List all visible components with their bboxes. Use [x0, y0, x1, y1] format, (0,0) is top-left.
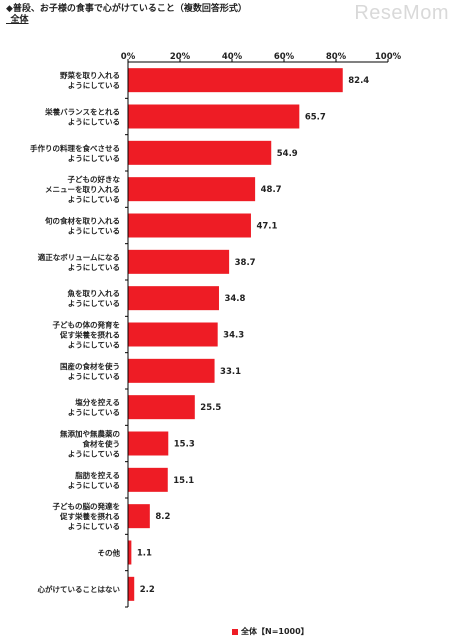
bar: [128, 249, 230, 274]
category-label: 国産の食材を使うようにしている: [60, 361, 120, 381]
bar: [128, 286, 219, 311]
data-label: 1.1: [137, 549, 152, 559]
category-label: 塩分を控えるようにしている: [68, 397, 120, 417]
category-label: 子どもの好きなメニューを取り入れるようにしている: [45, 174, 120, 204]
bar: [128, 504, 150, 529]
chart-title: ◆普段、お子様の食事で心がけていること（複数回答形式）: [6, 4, 247, 14]
bar: [128, 358, 215, 383]
data-label: 2.2: [140, 585, 155, 595]
data-label: 48.7: [261, 185, 282, 195]
chart-subtitle: _全体: [6, 15, 29, 25]
legend-label: 全体【N=1000】: [241, 627, 309, 636]
category-label: 野菜を取り入れるようにしている: [60, 70, 120, 90]
x-tick-label: 100%: [375, 52, 402, 62]
x-tick-label: 80%: [326, 52, 347, 62]
category-label: 栄養バランスをとれるようにしている: [44, 107, 120, 127]
category-label: 魚を取り入れるようにしている: [68, 288, 121, 308]
bar: [128, 467, 168, 492]
bar: [128, 213, 251, 238]
category-label: 手作りの料理を食べさせるようにしている: [30, 143, 120, 163]
data-label: 82.4: [348, 76, 369, 86]
category-label: 旬の食材を取り入れるようにしている: [44, 216, 120, 236]
resemom-logo: ReseMom: [354, 2, 449, 24]
x-tick-label: 40%: [222, 52, 243, 62]
data-label: 47.1: [256, 222, 277, 232]
data-label: 54.9: [277, 149, 298, 159]
bar: [128, 576, 135, 601]
data-label: 8.2: [155, 512, 170, 522]
x-tick-label: 20%: [170, 52, 191, 62]
data-label: 34.8: [224, 294, 245, 304]
data-label: 15.1: [173, 476, 194, 486]
data-label: 33.1: [220, 367, 241, 377]
x-tick-label: 0%: [121, 52, 136, 62]
bar: [128, 68, 343, 93]
bar: [128, 431, 169, 456]
category-label: 無添加や無農薬の食材を使うようにしている: [60, 429, 120, 459]
category-label: 心がけていることはない: [38, 584, 121, 594]
category-label: 脂肪を控えるようにしている: [68, 470, 120, 490]
bar: [128, 322, 218, 347]
bar: [128, 104, 300, 129]
bar: [128, 395, 195, 420]
legend-swatch: [232, 628, 238, 635]
bar: [128, 177, 256, 202]
data-label: 25.5: [200, 403, 221, 413]
category-label: 適正なボリュームになるようにしている: [38, 252, 120, 272]
category-label: 子どもの脳の発達を促す栄養を摂れるようにしている: [53, 501, 121, 531]
category-label: 子どもの体の発育を促す栄養を摂れるようにしている: [53, 320, 121, 350]
legend: 全体【N=1000】: [232, 626, 309, 637]
bar: [128, 540, 132, 565]
x-tick-label: 60%: [274, 52, 295, 62]
category-label: その他: [98, 548, 121, 558]
bar: [128, 140, 272, 165]
data-label: 38.7: [235, 258, 256, 268]
data-label: 15.3: [174, 440, 195, 450]
data-label: 34.3: [223, 331, 244, 341]
data-label: 65.7: [305, 113, 326, 123]
